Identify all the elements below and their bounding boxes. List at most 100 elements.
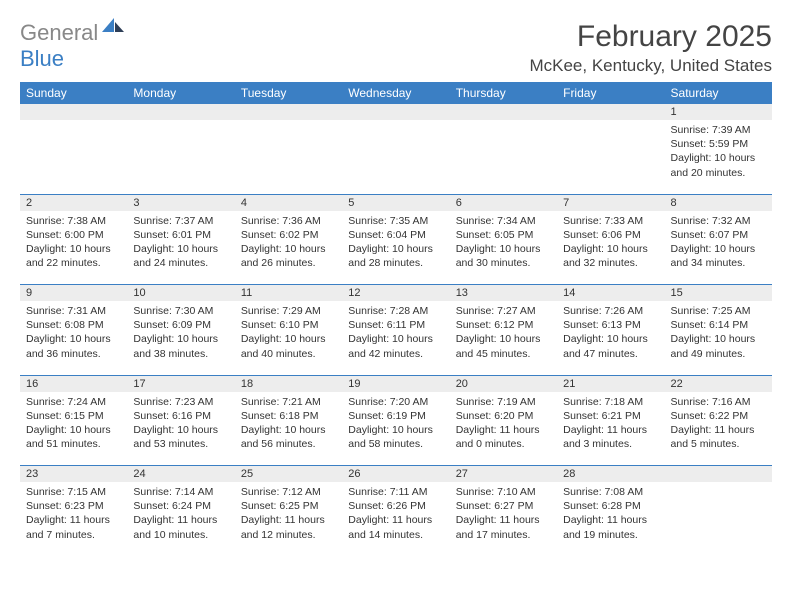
daylight-text: Daylight: 10 hours and 47 minutes. bbox=[563, 332, 658, 360]
day-data-cell: Sunrise: 7:27 AMSunset: 6:12 PMDaylight:… bbox=[450, 301, 557, 375]
day-data-cell: Sunrise: 7:33 AMSunset: 6:06 PMDaylight:… bbox=[557, 211, 664, 285]
weekday-header-row: Sunday Monday Tuesday Wednesday Thursday… bbox=[20, 82, 772, 104]
sunrise-text: Sunrise: 7:24 AM bbox=[26, 395, 121, 409]
sunset-text: Sunset: 6:11 PM bbox=[348, 318, 443, 332]
day-number-cell: 12 bbox=[342, 285, 449, 302]
col-monday: Monday bbox=[127, 82, 234, 104]
day-number-cell: 25 bbox=[235, 466, 342, 483]
sunset-text: Sunset: 6:05 PM bbox=[456, 228, 551, 242]
brand-part1: General bbox=[20, 20, 98, 45]
daylight-text: Daylight: 10 hours and 49 minutes. bbox=[671, 332, 766, 360]
daylight-text: Daylight: 10 hours and 40 minutes. bbox=[241, 332, 336, 360]
col-tuesday: Tuesday bbox=[235, 82, 342, 104]
sunset-text: Sunset: 6:01 PM bbox=[133, 228, 228, 242]
title-block: February 2025 McKee, Kentucky, United St… bbox=[529, 20, 772, 76]
sunrise-text: Sunrise: 7:35 AM bbox=[348, 214, 443, 228]
sunset-text: Sunset: 6:28 PM bbox=[563, 499, 658, 513]
sunset-text: Sunset: 6:09 PM bbox=[133, 318, 228, 332]
daylight-text: Daylight: 11 hours and 5 minutes. bbox=[671, 423, 766, 451]
sunrise-text: Sunrise: 7:12 AM bbox=[241, 485, 336, 499]
day-number-cell: 23 bbox=[20, 466, 127, 483]
day-data-cell: Sunrise: 7:37 AMSunset: 6:01 PMDaylight:… bbox=[127, 211, 234, 285]
day-number-cell: 26 bbox=[342, 466, 449, 483]
sunrise-text: Sunrise: 7:37 AM bbox=[133, 214, 228, 228]
daylight-text: Daylight: 10 hours and 53 minutes. bbox=[133, 423, 228, 451]
day-data-cell: Sunrise: 7:31 AMSunset: 6:08 PMDaylight:… bbox=[20, 301, 127, 375]
col-saturday: Saturday bbox=[665, 82, 772, 104]
day-data-cell: Sunrise: 7:34 AMSunset: 6:05 PMDaylight:… bbox=[450, 211, 557, 285]
daylight-text: Daylight: 11 hours and 0 minutes. bbox=[456, 423, 551, 451]
sunset-text: Sunset: 6:25 PM bbox=[241, 499, 336, 513]
day-number-cell bbox=[20, 104, 127, 120]
day-number-cell bbox=[342, 104, 449, 120]
day-number-cell: 19 bbox=[342, 375, 449, 392]
day-data-cell: Sunrise: 7:23 AMSunset: 6:16 PMDaylight:… bbox=[127, 392, 234, 466]
daylight-text: Daylight: 10 hours and 22 minutes. bbox=[26, 242, 121, 270]
sunrise-text: Sunrise: 7:28 AM bbox=[348, 304, 443, 318]
day-data-cell: Sunrise: 7:28 AMSunset: 6:11 PMDaylight:… bbox=[342, 301, 449, 375]
sunset-text: Sunset: 5:59 PM bbox=[671, 137, 766, 151]
sunrise-text: Sunrise: 7:14 AM bbox=[133, 485, 228, 499]
day-number-cell: 2 bbox=[20, 194, 127, 211]
sunset-text: Sunset: 6:10 PM bbox=[241, 318, 336, 332]
day-number-cell: 10 bbox=[127, 285, 234, 302]
sunset-text: Sunset: 6:00 PM bbox=[26, 228, 121, 242]
day-data-cell: Sunrise: 7:19 AMSunset: 6:20 PMDaylight:… bbox=[450, 392, 557, 466]
month-title: February 2025 bbox=[529, 20, 772, 54]
day-data-cell bbox=[235, 120, 342, 194]
day-number-cell: 14 bbox=[557, 285, 664, 302]
day-data-cell bbox=[665, 482, 772, 556]
daylight-text: Daylight: 11 hours and 19 minutes. bbox=[563, 513, 658, 541]
sunset-text: Sunset: 6:22 PM bbox=[671, 409, 766, 423]
sail-icon bbox=[102, 14, 124, 40]
sunset-text: Sunset: 6:02 PM bbox=[241, 228, 336, 242]
sunrise-text: Sunrise: 7:18 AM bbox=[563, 395, 658, 409]
daylight-text: Daylight: 11 hours and 10 minutes. bbox=[133, 513, 228, 541]
sunrise-text: Sunrise: 7:27 AM bbox=[456, 304, 551, 318]
daynum-row: 232425262728 bbox=[20, 466, 772, 483]
daylight-text: Daylight: 10 hours and 38 minutes. bbox=[133, 332, 228, 360]
daylight-text: Daylight: 11 hours and 17 minutes. bbox=[456, 513, 551, 541]
sunrise-text: Sunrise: 7:15 AM bbox=[26, 485, 121, 499]
daylight-text: Daylight: 10 hours and 28 minutes. bbox=[348, 242, 443, 270]
col-sunday: Sunday bbox=[20, 82, 127, 104]
col-thursday: Thursday bbox=[450, 82, 557, 104]
sunrise-text: Sunrise: 7:25 AM bbox=[671, 304, 766, 318]
sunset-text: Sunset: 6:13 PM bbox=[563, 318, 658, 332]
daylight-text: Daylight: 10 hours and 24 minutes. bbox=[133, 242, 228, 270]
day-data-cell: Sunrise: 7:24 AMSunset: 6:15 PMDaylight:… bbox=[20, 392, 127, 466]
sunrise-text: Sunrise: 7:20 AM bbox=[348, 395, 443, 409]
sunset-text: Sunset: 6:20 PM bbox=[456, 409, 551, 423]
day-data-cell bbox=[20, 120, 127, 194]
daynum-row: 2345678 bbox=[20, 194, 772, 211]
day-data-cell: Sunrise: 7:15 AMSunset: 6:23 PMDaylight:… bbox=[20, 482, 127, 556]
day-data-cell: Sunrise: 7:35 AMSunset: 6:04 PMDaylight:… bbox=[342, 211, 449, 285]
sunset-text: Sunset: 6:08 PM bbox=[26, 318, 121, 332]
day-number-cell bbox=[665, 466, 772, 483]
sunrise-text: Sunrise: 7:34 AM bbox=[456, 214, 551, 228]
col-friday: Friday bbox=[557, 82, 664, 104]
day-data-cell: Sunrise: 7:10 AMSunset: 6:27 PMDaylight:… bbox=[450, 482, 557, 556]
daylight-text: Daylight: 10 hours and 45 minutes. bbox=[456, 332, 551, 360]
sunset-text: Sunset: 6:27 PM bbox=[456, 499, 551, 513]
daylight-text: Daylight: 10 hours and 36 minutes. bbox=[26, 332, 121, 360]
day-number-cell: 18 bbox=[235, 375, 342, 392]
day-data-cell: Sunrise: 7:36 AMSunset: 6:02 PMDaylight:… bbox=[235, 211, 342, 285]
day-number-cell: 5 bbox=[342, 194, 449, 211]
day-number-cell: 20 bbox=[450, 375, 557, 392]
daynum-row: 1 bbox=[20, 104, 772, 120]
sunset-text: Sunset: 6:26 PM bbox=[348, 499, 443, 513]
day-number-cell: 28 bbox=[557, 466, 664, 483]
daylight-text: Daylight: 10 hours and 58 minutes. bbox=[348, 423, 443, 451]
sunrise-text: Sunrise: 7:39 AM bbox=[671, 123, 766, 137]
sunset-text: Sunset: 6:14 PM bbox=[671, 318, 766, 332]
day-data-cell: Sunrise: 7:08 AMSunset: 6:28 PMDaylight:… bbox=[557, 482, 664, 556]
day-data-cell: Sunrise: 7:18 AMSunset: 6:21 PMDaylight:… bbox=[557, 392, 664, 466]
day-data-cell bbox=[557, 120, 664, 194]
daylight-text: Daylight: 10 hours and 32 minutes. bbox=[563, 242, 658, 270]
sunrise-text: Sunrise: 7:26 AM bbox=[563, 304, 658, 318]
day-number-cell: 9 bbox=[20, 285, 127, 302]
sunset-text: Sunset: 6:15 PM bbox=[26, 409, 121, 423]
day-number-cell: 21 bbox=[557, 375, 664, 392]
sunrise-text: Sunrise: 7:21 AM bbox=[241, 395, 336, 409]
